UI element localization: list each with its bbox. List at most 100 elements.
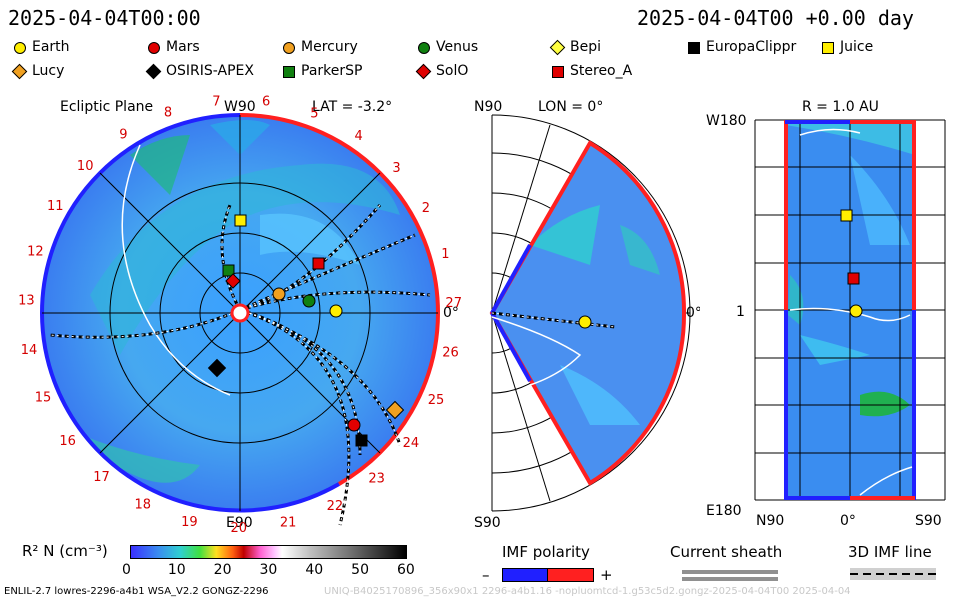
carrington-label: 22 [327,499,344,514]
imf-polarity-bar-negative [502,568,549,582]
carrington-label: 17 [93,470,110,485]
colorbar-tick: 50 [351,562,369,578]
meridional-earth-marker [578,315,592,329]
radial-bottom-label: E180 [706,503,742,519]
legend-label: OSIRIS-APEX [166,63,254,79]
radial-top-label: W180 [706,113,747,129]
ecliptic-markers [207,214,405,447]
legend-label: Mars [166,39,200,55]
colorbar-title: R² N (cm⁻³) [22,542,108,560]
radial-stereo-a-marker [847,272,860,285]
carrington-label: 16 [59,434,76,449]
carrington-label: 13 [18,293,35,308]
radial-mid-label: 1 [736,304,745,320]
carrington-label: 4 [354,129,362,144]
carrington-label: 1 [441,247,449,262]
meridional-panel: N90 LON = 0° S90 0° [474,99,700,531]
carrington-label: 26 [442,345,459,360]
venus-marker [302,294,316,308]
meridional-lon-label: LON = 0° [538,99,603,115]
current-sheath-line-2 [682,577,778,581]
imf-line-dashes [850,573,936,575]
stereo-a-legend-icon [552,66,564,78]
carrington-label: 18 [135,498,152,513]
carrington-label: 8 [164,106,172,121]
colorbar-tick: 40 [305,562,324,578]
carrington-label: 3 [392,161,400,176]
mars-marker [347,418,361,432]
imf-polarity-plus: + [600,566,613,584]
mercury-marker [272,287,286,301]
radial-r-label: R = 1.0 AU [802,99,879,115]
parkersp-legend-icon [283,66,295,78]
carrington-label: 10 [77,159,94,174]
legend-label: Mercury [301,39,358,55]
legend-label: Lucy [32,63,65,79]
colorbar-tick: 60 [397,562,415,578]
colorbar-tick: 0 [122,562,131,578]
meridional-right-label: 0° [686,305,700,321]
colorbar-tick: 20 [213,562,232,578]
meridional-top-label: N90 [474,99,502,115]
carrington-label: 5 [310,106,318,121]
colorbar-tick: 30 [259,562,278,578]
carrington-label: 14 [21,343,38,358]
carrington-label: 15 [35,391,52,406]
legend-label: Stereo_A [570,63,633,79]
osiris-apex-legend-icon [145,63,162,80]
legend-label: SolO [436,63,469,79]
sol-marker [225,273,241,289]
ecliptic-lat-label: LAT = -3.2° [312,99,392,115]
venus-legend-icon [418,42,430,54]
carrington-label: 27 [445,296,462,311]
imf-polarity-minus: – [482,566,490,584]
legend-label: Earth [32,39,70,55]
juice-legend-icon [822,42,834,54]
date-right: 2025-04-04T00 +0.00 day [637,6,914,30]
meridional-bottom-label: S90 [474,515,501,531]
parker-marker [222,264,235,277]
carrington-label: 21 [280,516,297,531]
mars-legend-icon [148,42,160,54]
date-left: 2025-04-04T00:00 [8,6,201,30]
current-sheath-title: Current sheath [670,543,783,561]
ecliptic-bottom-label: E90 [226,515,253,531]
current-sheath-line-1 [682,570,778,574]
mercury-legend-icon [283,42,295,54]
radial-panel: R = 1.0 AU W180 1 E180 N90 0° S90 [706,99,946,529]
carrington-label: 20 [231,521,248,535]
carrington-label: 19 [181,515,198,530]
bepi-legend-icon [549,39,566,56]
radial-x-left: N90 [756,513,784,529]
footer-right: UNIQ-B4025170896_356x90x1 2296-a4b1.16 -… [324,586,851,597]
europa-marker [355,434,368,447]
carrington-label: 25 [428,393,445,408]
imf-polarity-bar-positive [547,568,594,582]
legend-label: Venus [436,39,479,55]
ecliptic-title: Ecliptic Plane [60,99,153,115]
ecliptic-plane-panel: Ecliptic Plane W90 LAT = -3.2° E90 0° 12… [18,95,462,535]
earth-legend-icon [14,42,26,54]
legend-label: ParkerSP [301,63,363,79]
footer-left: ENLIL-2.7 lowres-2296-a4b1 WSA_V2.2 GONG… [4,586,269,597]
colorbar-tick: 10 [167,562,186,578]
imf-polarity-title: IMF polarity [502,543,590,561]
colorbar [130,545,407,559]
solo-legend-icon [415,63,432,80]
radial-earth-marker [849,304,863,318]
ecliptic-top-label: W90 [224,99,256,115]
lucy-legend-icon [11,63,28,80]
radial-x-mid: 0° [840,513,856,529]
legend-label: Bepi [570,39,601,55]
carrington-label: 23 [368,472,385,487]
imf-line-title: 3D IMF line [848,543,932,561]
carrington-label: 12 [27,244,44,259]
osiris-marker [207,358,227,378]
juice-marker [234,214,247,227]
carrington-label: 6 [262,95,270,110]
carrington-label: 11 [47,199,64,214]
earth-marker [329,304,343,318]
carrington-label: 24 [403,436,420,451]
radial-juice-marker [840,209,853,222]
